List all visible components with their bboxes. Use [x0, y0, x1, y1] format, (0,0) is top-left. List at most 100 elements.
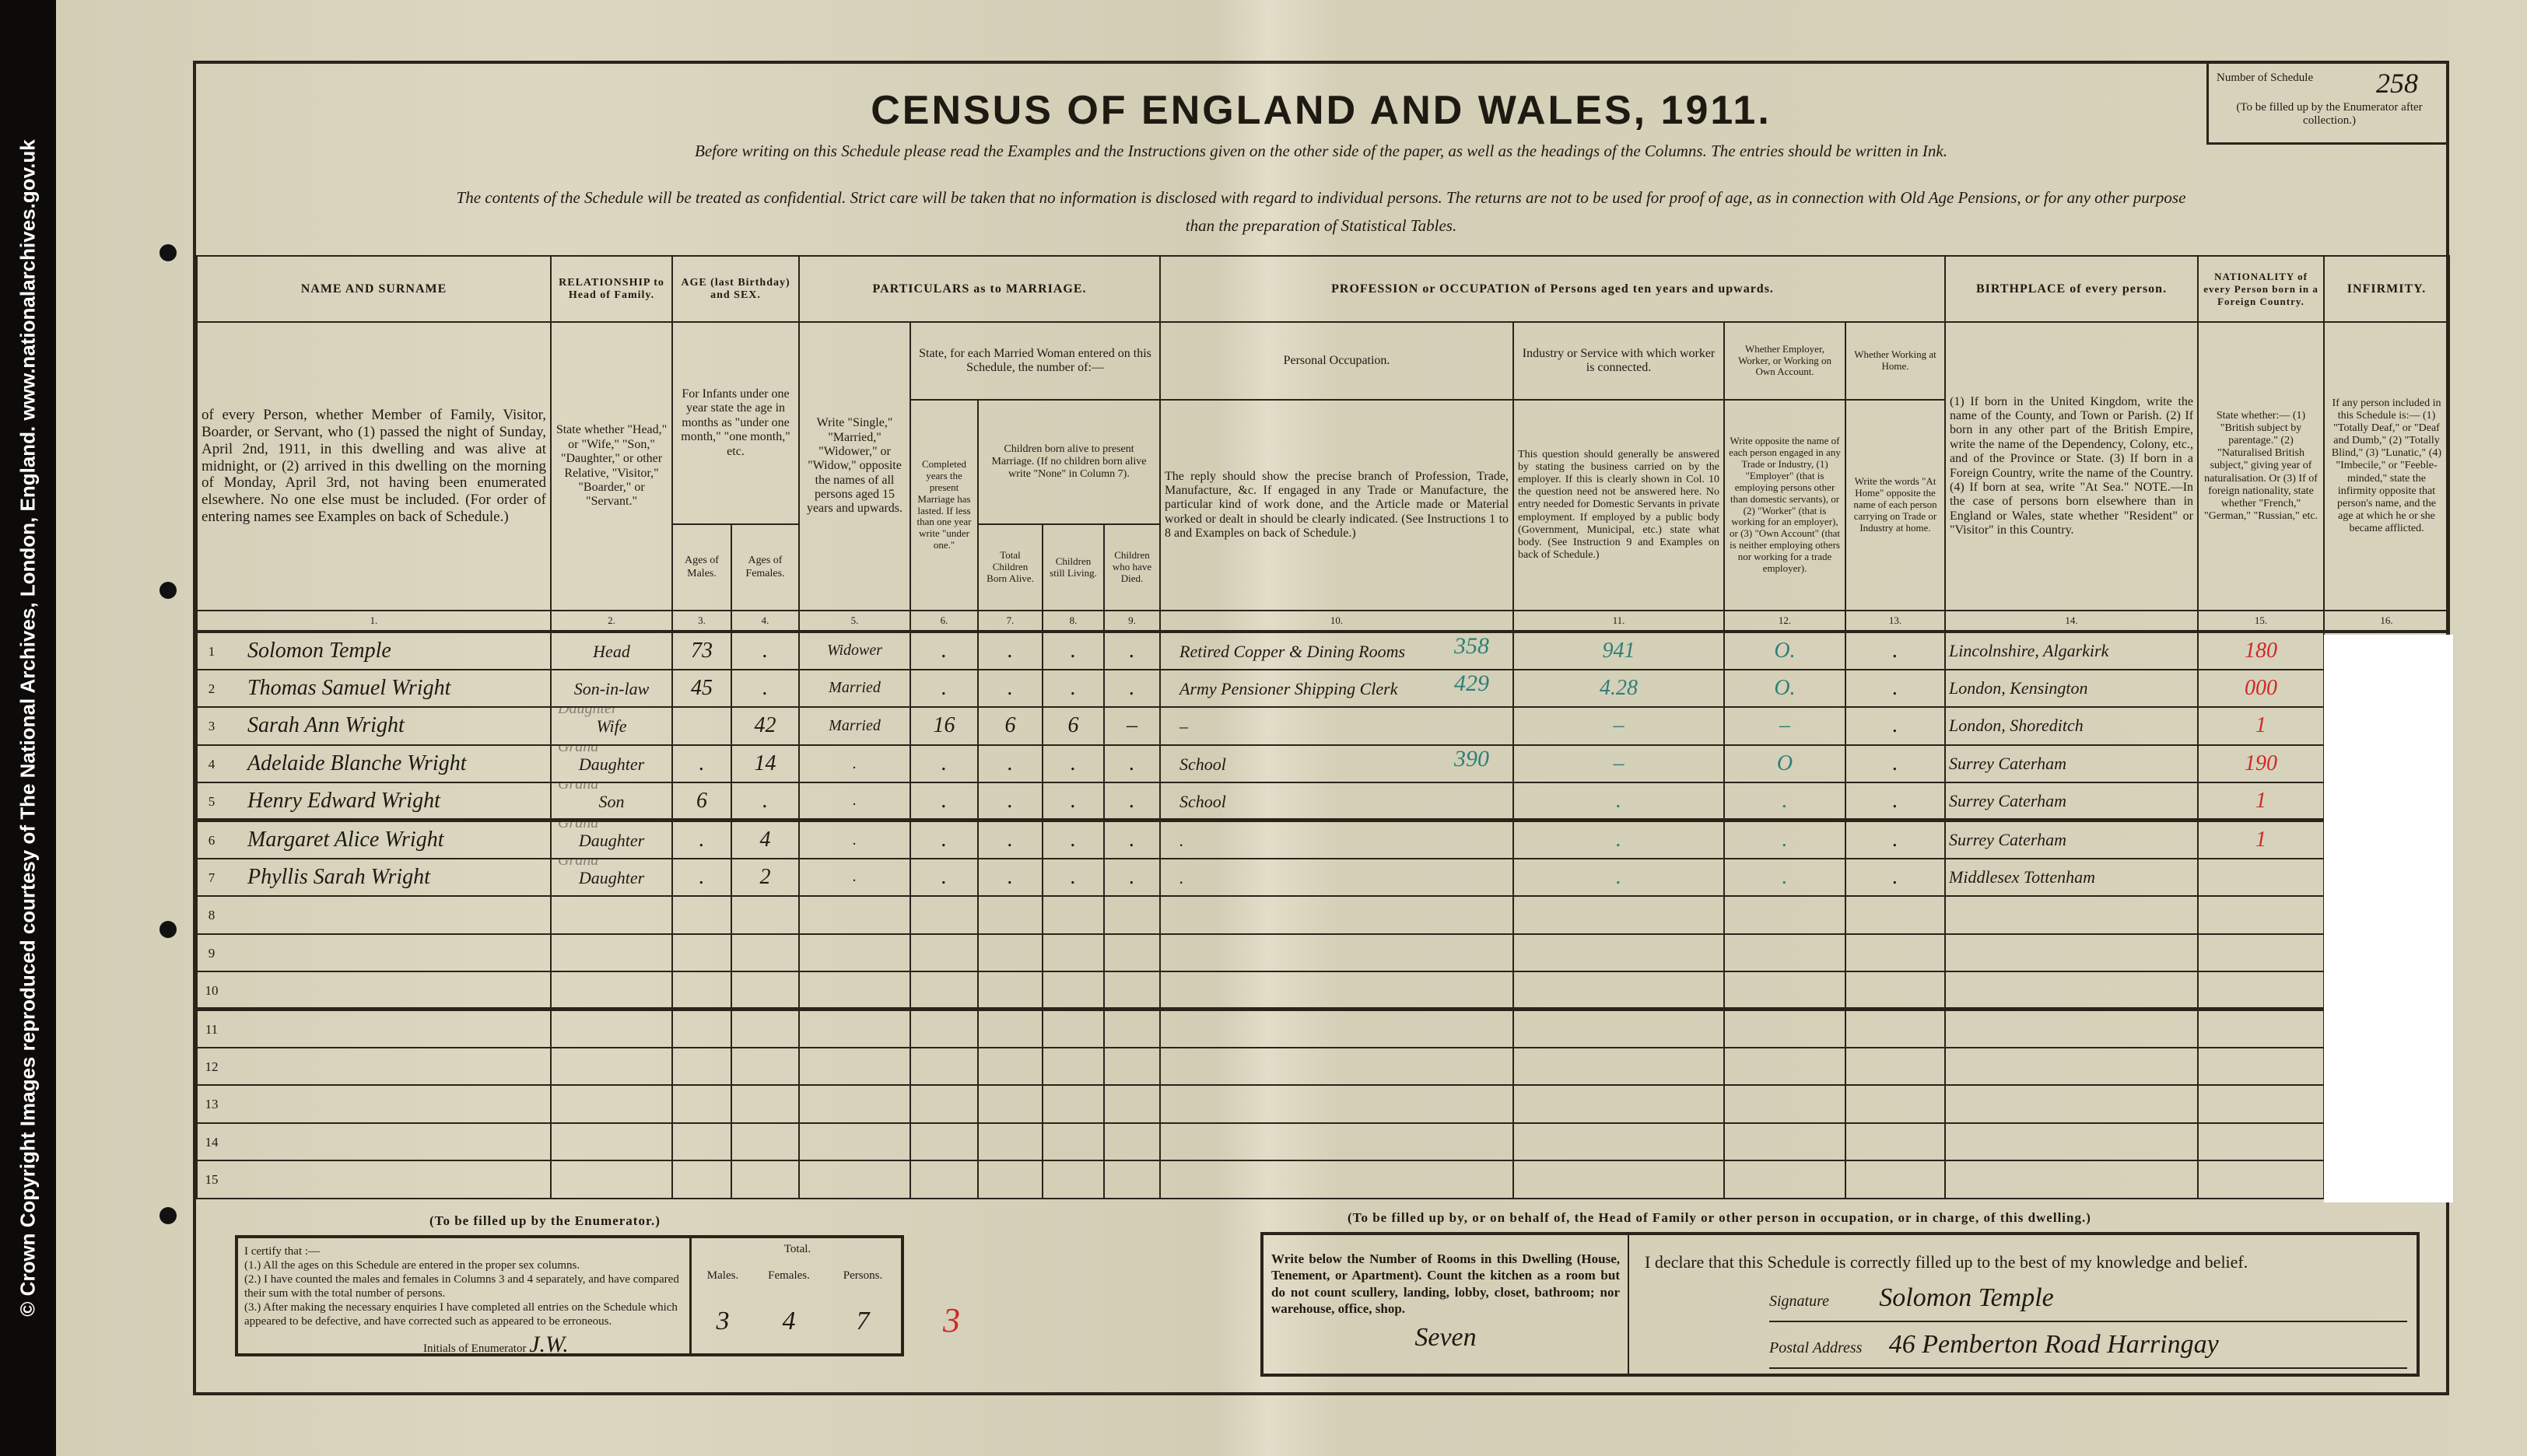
- cell-years-married: [910, 895, 979, 935]
- cell-children-living: [1042, 1084, 1105, 1124]
- cell-employment-status: .: [1723, 857, 1847, 898]
- row-number: 5: [208, 794, 216, 810]
- cell-industry: [1512, 1046, 1726, 1087]
- cell-age-female: [731, 895, 800, 935]
- enumerator-heading: (To be filled up by the Enumerator.): [429, 1213, 661, 1228]
- cell-at-home: [1845, 971, 1947, 1012]
- confidentiality-text: The contents of the Schedule will be tre…: [456, 188, 2186, 207]
- schedule-label: Number of Schedule: [2217, 72, 2314, 84]
- cell-birthplace: Surrey Caterham: [1944, 819, 2199, 859]
- at-home-header: Whether Working at Home.: [1845, 321, 1947, 401]
- cell-industry: .: [1512, 857, 1726, 898]
- cell-children-living: .: [1042, 857, 1105, 898]
- cell-occupation: [1159, 933, 1515, 973]
- cell-at-home: [1845, 1008, 1947, 1048]
- cell-age-female: [731, 971, 800, 1012]
- column-number: 16.: [2323, 610, 2451, 633]
- cell-employment-status: [1723, 1160, 1847, 1199]
- cell-relationship: [550, 1084, 673, 1124]
- table-row: 13: [196, 1084, 2451, 1124]
- cell-birthplace: London, Shoreditch: [1944, 706, 2199, 746]
- cell-age-female: [731, 1160, 800, 1199]
- cell-birthplace: [1944, 895, 2199, 935]
- red-tally-mark: 3: [943, 1301, 960, 1339]
- children-born-header: Children born alive to present Marriage.…: [976, 399, 1162, 525]
- cell-nationality: [2197, 1046, 2325, 1087]
- row-number: 3: [208, 719, 216, 734]
- cell-relationship: Son-in-law: [550, 668, 673, 709]
- copyright-text: © Crown Copyright Images reproduced cour…: [16, 139, 40, 1317]
- punch-hole: [159, 244, 177, 261]
- cell-at-home: .: [1845, 668, 1947, 709]
- cell-children-living: .: [1042, 631, 1105, 670]
- household-heading: (To be filled up by, or on behalf of, th…: [1348, 1210, 2091, 1225]
- cell-age-female: 2: [731, 857, 800, 898]
- cell-name: 11: [196, 1008, 552, 1048]
- cell-birthplace: [1944, 1160, 2199, 1199]
- cell-at-home: [1845, 1122, 1947, 1162]
- cell-years-married: 16: [910, 706, 979, 746]
- cell-relationship: Wife Daughter: [550, 706, 673, 746]
- cell-age-male: .: [671, 857, 732, 898]
- column-number: 8.: [1042, 610, 1105, 633]
- cell-relationship: [550, 895, 673, 935]
- cell-relationship: Head: [550, 631, 673, 670]
- table-row: 2 Thomas Samuel Wright Son-in-law 45. Marrie…: [196, 668, 2451, 709]
- industry-header: Industry or Service with which worker is…: [1512, 321, 1726, 401]
- cell-birthplace: [1944, 1008, 2199, 1048]
- relationship-description: State whether "Head," or "Wife," "Son," …: [550, 321, 673, 611]
- infirmity-description: If any person included in this Schedule …: [2323, 321, 2451, 611]
- cell-age-male: 6: [671, 782, 732, 823]
- cell-nationality: [2197, 1008, 2325, 1048]
- cell-at-home: [1845, 1084, 1947, 1124]
- cell-children-died: [1102, 1008, 1162, 1048]
- cell-years-married: [910, 933, 979, 973]
- cell-children-born: .: [977, 819, 1043, 859]
- occupation-value: [1164, 1132, 1179, 1152]
- cell-children-living: .: [1042, 668, 1105, 709]
- cell-age-male: .: [671, 819, 732, 859]
- cell-children-born: .: [977, 668, 1043, 709]
- cell-years-married: .: [910, 819, 979, 859]
- person-name: Solomon Temple: [247, 638, 391, 663]
- cell-children-died: [1102, 1160, 1162, 1199]
- cell-name: 15: [196, 1160, 552, 1199]
- row-number: 2: [208, 681, 216, 696]
- cell-at-home: .: [1845, 744, 1947, 784]
- cell-marital-status: [798, 1084, 911, 1124]
- nationality-description: State whether:— (1) "British subject by …: [2197, 321, 2325, 611]
- person-name: Margaret Alice Wright: [247, 828, 444, 852]
- header-marriage: PARTICULARS as to MARRIAGE.: [797, 255, 1162, 323]
- relationship-correction: Grand: [558, 744, 599, 755]
- cell-employment-status: [1723, 933, 1847, 973]
- cell-birthplace: [1944, 933, 2199, 973]
- column-number: 5.: [798, 610, 911, 633]
- schedule-number-box: Number of Schedule 258 (To be filled up …: [2206, 64, 2449, 145]
- cell-at-home: [1845, 933, 1947, 973]
- cell-children-died: .: [1102, 819, 1162, 859]
- cell-occupation: School: [1159, 782, 1515, 823]
- cell-name: 4 Adelaide Blanche Wright: [196, 744, 552, 784]
- cell-occupation: –: [1159, 706, 1515, 746]
- cell-industry: [1512, 1122, 1726, 1162]
- cell-relationship: Son Grand: [550, 782, 673, 823]
- relationship-value: Daughter: [578, 867, 645, 887]
- cell-relationship: Daughter Grand: [550, 819, 673, 859]
- cell-employment-status: O.: [1723, 668, 1847, 709]
- cell-age-female: 14: [731, 744, 800, 784]
- cell-years-married: [910, 1084, 979, 1124]
- cell-industry: [1512, 1008, 1726, 1048]
- cell-marital-status: Married: [798, 668, 911, 709]
- cell-age-female: 4: [731, 819, 800, 859]
- occupation-value: .: [1179, 867, 1184, 887]
- address-label: Postal Address: [1769, 1339, 1863, 1356]
- occupation-code: 358: [1454, 633, 1490, 659]
- ages-females-header: Ages of Females.: [731, 523, 800, 611]
- occupation-value: [1164, 1171, 1179, 1190]
- cell-years-married: [910, 1008, 979, 1048]
- cell-marital-status: [798, 971, 911, 1012]
- cell-relationship: [550, 971, 673, 1012]
- cell-nationality: [2197, 1160, 2325, 1199]
- occupation-value: Retired Copper & Dining Rooms: [1179, 641, 1406, 661]
- column-number: 3.: [671, 610, 732, 633]
